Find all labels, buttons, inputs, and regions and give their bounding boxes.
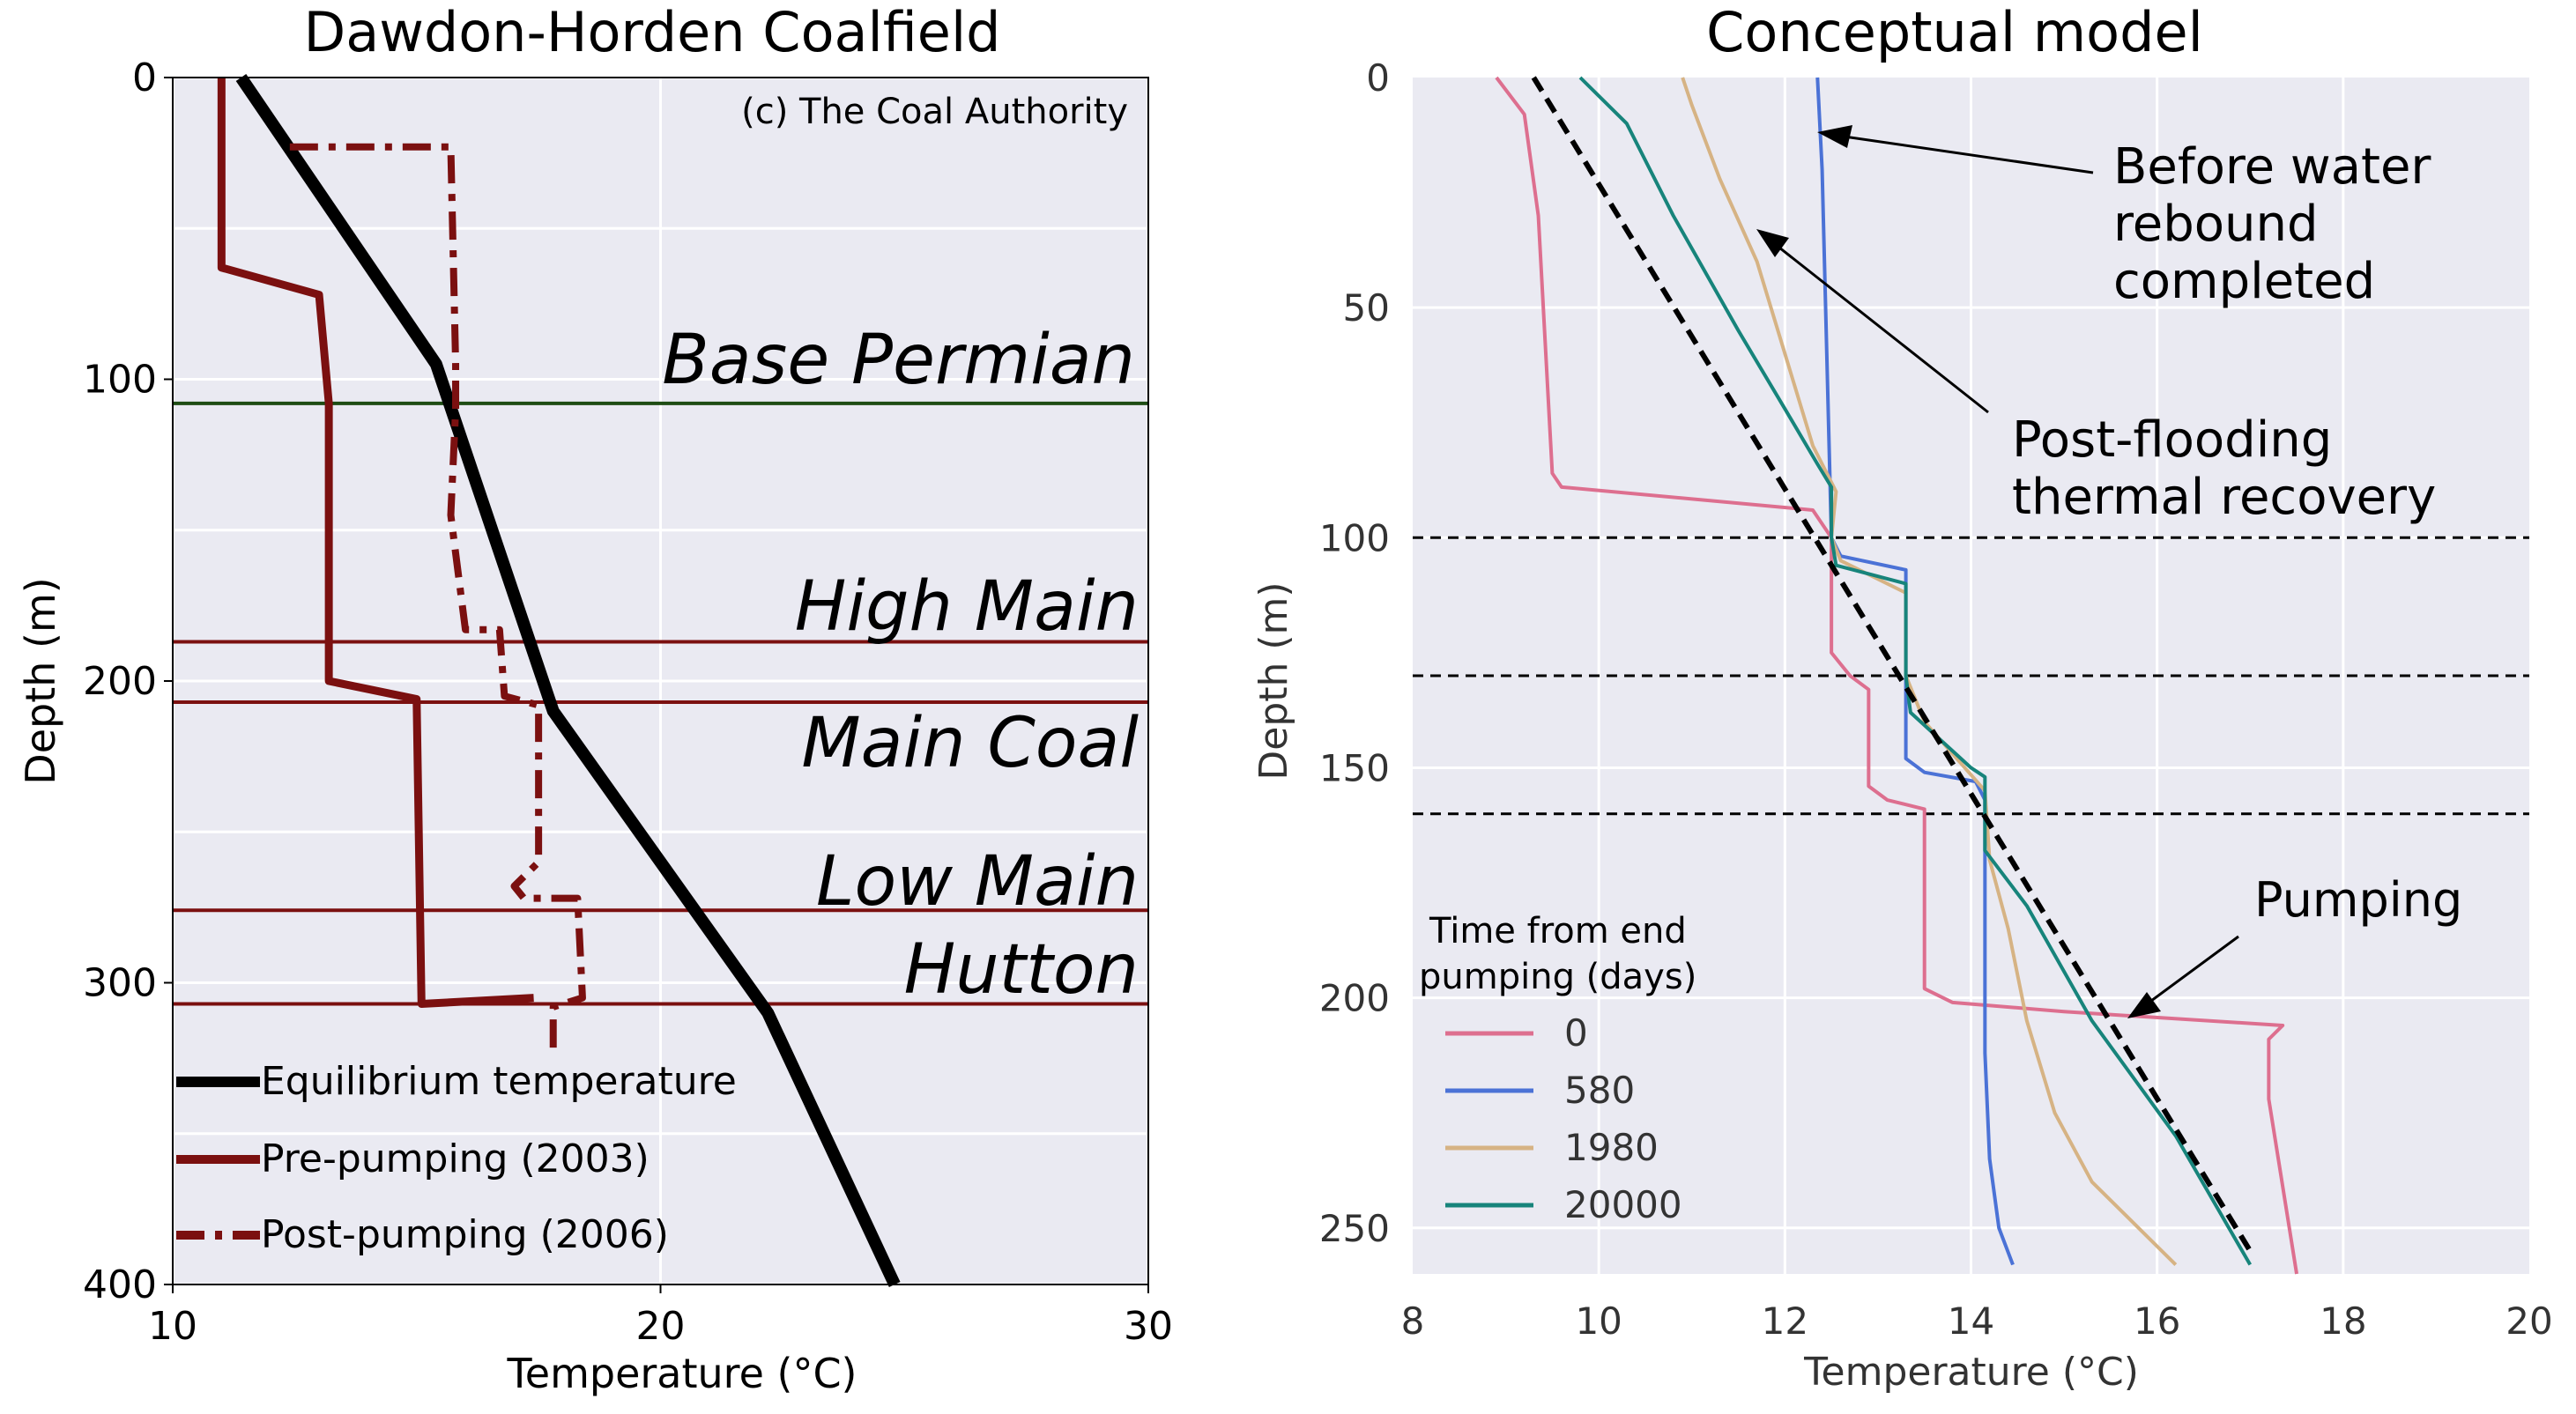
right-x-axis-label: Temperature (°C) [1803, 1350, 2139, 1395]
annotation-text-thermal-recovery: Post-flooding thermal recovery [2012, 411, 2436, 526]
horizon-label-low-main: Low Main [816, 842, 1139, 922]
right-x-tick-label: 10 [1575, 1299, 1622, 1343]
legend-label-post-pumping: Post-pumping (2006) [261, 1212, 669, 1257]
right-x-ticks: 8 10 12 14 16 18 20 [1401, 1299, 2553, 1343]
horizon-label-main-coal: Main Coal [801, 704, 1139, 783]
left-horizon-lines [173, 401, 1148, 1006]
right-x-tick-label: 18 [2320, 1299, 2366, 1343]
right-x-tick-label: 14 [1948, 1299, 1994, 1343]
left-x-tick-label: 10 [148, 1304, 197, 1349]
equilibrium-dashed-line [1531, 76, 2253, 1253]
left-chart-title: Dawdon-Horden Coalfield [303, 0, 1000, 64]
left-y-tick-label: 200 [83, 659, 157, 704]
left-x-axis-label: Temperature (°C) [506, 1350, 857, 1397]
left-y-tick-label: 100 [83, 358, 157, 403]
annotation-arrow-before-rebound [1825, 132, 2094, 174]
right-y-tick-label: 100 [1319, 516, 1390, 559]
series-line-days-20000 [1578, 76, 2252, 1266]
left-y-tick-label: 300 [83, 961, 157, 1006]
left-series [217, 74, 901, 1287]
left-y-tick-label: 0 [132, 56, 157, 100]
right-y-tick-label: 200 [1319, 977, 1390, 1020]
annotation-text-before-rebound: Before water rebound completed [2113, 138, 2446, 310]
legend-label-0: 0 [1564, 1011, 1588, 1055]
annotation-pumping: Pumping [2127, 872, 2462, 1018]
left-x-tick-label: 30 [1124, 1304, 1173, 1349]
left-x-ticks: 10 20 30 [148, 1284, 1173, 1349]
right-y-tick-label: 0 [1366, 56, 1390, 100]
right-x-tick-label: 16 [2134, 1299, 2180, 1343]
legend-title-line2: pumping (days) [1419, 957, 1696, 997]
horizon-label-hutton: Hutton [904, 930, 1139, 1010]
right-x-tick-label: 8 [1401, 1299, 1425, 1343]
annotation-before-rebound: Before water rebound completed [1817, 125, 2446, 310]
legend-label-20000: 20000 [1564, 1183, 1682, 1226]
left-y-tick-label: 400 [83, 1262, 157, 1307]
right-x-tick-label: 12 [1762, 1299, 1808, 1343]
legend-label-pre-pumping: Pre-pumping (2003) [261, 1136, 650, 1181]
annotation-arrowhead-before-rebound [1817, 125, 1852, 148]
legend-label-equilibrium: Equilibrium temperature [261, 1059, 737, 1104]
series-line-days-0 [1495, 76, 2299, 1275]
annotation-arrowhead-pumping [2127, 992, 2161, 1018]
left-legend: Equilibrium temperature Pre-pumping (200… [176, 1059, 737, 1257]
right-dashed-lines [1413, 536, 2529, 816]
horizon-label-base-permian: Base Permian [662, 321, 1135, 400]
legend-label-1980: 1980 [1564, 1126, 1659, 1169]
left-x-tick-label: 20 [636, 1304, 686, 1349]
series-line-pre-pumping-2003 [217, 78, 534, 1008]
right-chart-title: Conceptual model [1706, 0, 2203, 64]
left-y-ticks: 0 100 200 300 400 [83, 56, 173, 1307]
legend-label-580: 580 [1564, 1069, 1635, 1112]
legend-title-line1: Time from end [1429, 911, 1687, 951]
horizon-label-high-main: High Main [795, 567, 1139, 647]
right-panel: 8 10 12 14 16 18 20 0 50 100 150 200 250 Conceptual… [1251, 0, 2553, 1395]
annotation-arrow-thermal-recovery [1762, 233, 1989, 414]
right-series [1495, 76, 2299, 1275]
left-panel: 10 20 30 0 100 200 300 400 Dawdon-Horden Coalf… [17, 0, 1173, 1397]
right-legend: Time from end pumping (days) 0 580 1980 … [1419, 911, 1696, 1226]
series-line-equilibrium-temperature [235, 74, 901, 1287]
right-y-tick-label: 250 [1319, 1207, 1390, 1250]
left-y-axis-label: Depth (m) [17, 577, 64, 784]
right-x-tick-label: 20 [2505, 1299, 2552, 1343]
annotation-text-pumping: Pumping [2254, 872, 2462, 928]
annotation-thermal-recovery: Post-flooding thermal recovery [1756, 229, 2436, 526]
right-y-tick-label: 50 [1343, 286, 1390, 329]
left-annotation: (c) The Coal Authority [741, 92, 1128, 132]
series-line-days-580 [1815, 77, 2015, 1266]
right-y-tick-label: 150 [1319, 746, 1390, 789]
series-line-post-pumping-2006 [289, 143, 586, 1059]
right-y-axis-label: Depth (m) [1251, 581, 1296, 780]
annotation-arrowhead-thermal-recovery [1756, 229, 1789, 257]
right-y-ticks: 0 50 100 150 200 250 [1319, 56, 1390, 1250]
